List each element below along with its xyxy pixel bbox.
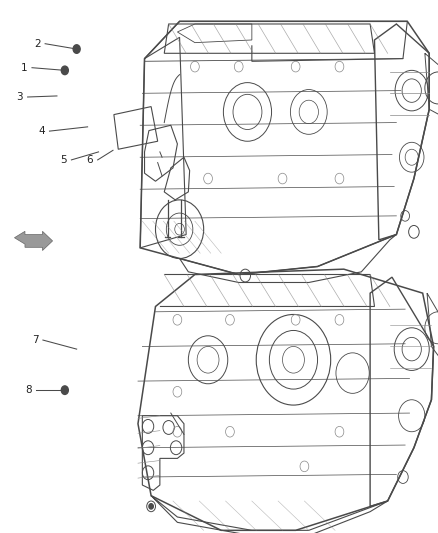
Circle shape (61, 386, 68, 394)
Circle shape (149, 504, 153, 509)
Circle shape (73, 45, 80, 53)
Polygon shape (14, 231, 53, 251)
Text: 2: 2 (34, 39, 41, 49)
Text: 3: 3 (16, 92, 23, 102)
Text: 4: 4 (38, 126, 45, 136)
Text: 5: 5 (60, 155, 67, 165)
Text: 6: 6 (86, 155, 93, 165)
Text: 8: 8 (25, 385, 32, 395)
Text: 1: 1 (21, 63, 28, 72)
Circle shape (61, 66, 68, 75)
Text: 7: 7 (32, 335, 39, 345)
